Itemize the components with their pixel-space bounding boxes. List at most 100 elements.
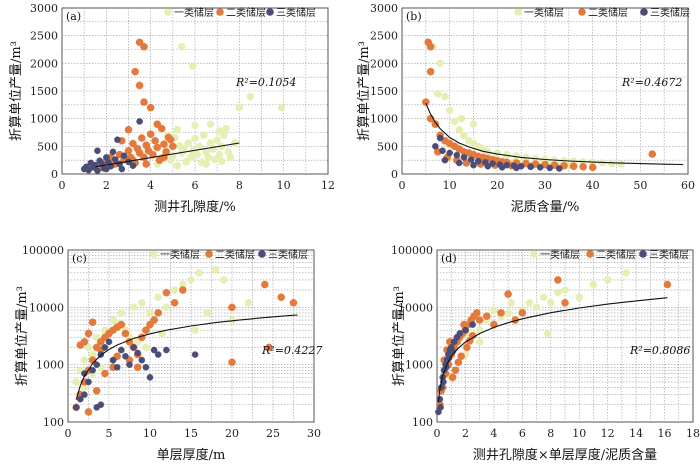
legend-entry: 二类储层 xyxy=(586,248,636,261)
data-point xyxy=(142,160,151,168)
data-point xyxy=(138,356,146,364)
data-point xyxy=(204,153,213,162)
data-point xyxy=(121,329,130,338)
fit-curve xyxy=(75,314,298,400)
data-point xyxy=(213,136,221,145)
data-point xyxy=(151,136,159,145)
data-point xyxy=(130,344,137,351)
data-point xyxy=(622,269,630,277)
x-tick-label: 0 xyxy=(59,179,66,192)
data-point xyxy=(140,42,148,51)
data-point xyxy=(446,149,453,157)
data-point xyxy=(140,98,148,106)
data-point xyxy=(173,125,182,134)
data-point xyxy=(490,306,498,314)
data-point xyxy=(289,298,298,307)
data-point xyxy=(215,127,224,135)
series-3 xyxy=(72,338,199,411)
x-tick-label: 10 xyxy=(572,427,586,440)
legend-marker xyxy=(164,8,172,16)
data-point xyxy=(113,363,121,371)
data-point xyxy=(103,165,110,173)
data-point xyxy=(77,395,84,403)
data-point xyxy=(469,321,476,328)
y-tick-label: 100 xyxy=(412,416,433,429)
data-point xyxy=(436,59,444,68)
r-squared-label: R²=0.4227 xyxy=(261,344,322,357)
data-point xyxy=(135,81,144,90)
plot-area xyxy=(436,249,694,423)
gridlines xyxy=(437,250,693,422)
data-point xyxy=(588,163,597,172)
fit-curve xyxy=(437,297,668,403)
data-point xyxy=(504,290,512,298)
x-axis-title: 单层厚度/m xyxy=(157,447,226,463)
data-point xyxy=(118,165,126,173)
y-tick-label: 3000 xyxy=(370,2,398,15)
data-point xyxy=(546,298,555,307)
legend-entry: 一类储层 xyxy=(514,6,564,19)
panel-label: (a) xyxy=(66,10,81,23)
gridlines xyxy=(62,8,328,174)
data-point xyxy=(129,162,137,169)
legend-label: 三类储层 xyxy=(650,6,690,19)
data-point xyxy=(504,309,512,317)
x-tick-label: 8 xyxy=(547,427,554,440)
data-point xyxy=(191,134,199,143)
data-point xyxy=(426,67,435,76)
data-point xyxy=(101,369,109,378)
series-2 xyxy=(422,38,657,172)
legend-entry: 二类储层 xyxy=(216,6,266,19)
data-point xyxy=(109,356,117,364)
data-point xyxy=(202,160,210,168)
panel-b: 0 10 20 30 40 50 60 0 500 1000 1500 2000 2500 3000 泥质含… xyxy=(357,2,695,215)
data-point xyxy=(81,391,88,398)
x-tick-label: 10 xyxy=(443,179,457,192)
data-point xyxy=(154,309,162,317)
data-point xyxy=(536,164,544,171)
legend-label: 三类储层 xyxy=(268,248,308,261)
data-point xyxy=(493,149,502,157)
y-tick-label: 1000 xyxy=(30,113,58,126)
x-tick-label: 20 xyxy=(490,179,504,192)
legend-marker xyxy=(266,8,274,16)
panel-c: 0 5 10 15 20 25 30 100 1000 10000 100000 单层厚度/m 折算单位… xyxy=(15,244,322,463)
x-tick-label: 2 xyxy=(462,427,469,440)
axis-ticks: 0 5 10 15 20 25 30 100 1000 10000 100000 xyxy=(22,244,321,440)
data-point xyxy=(556,165,563,172)
data-point xyxy=(117,309,126,317)
data-point xyxy=(217,157,226,166)
x-tick-label: 30 xyxy=(307,427,321,440)
series-2 xyxy=(98,38,177,172)
data-point xyxy=(193,150,202,159)
data-point xyxy=(134,349,141,357)
data-point xyxy=(448,373,457,382)
legend-marker xyxy=(205,250,213,258)
data-point xyxy=(226,153,235,162)
data-point xyxy=(146,374,154,381)
legend-label: 二类储层 xyxy=(588,6,628,19)
data-point xyxy=(482,312,491,321)
y-axis-title: 折算单位产量/m³ xyxy=(392,286,407,386)
data-point xyxy=(455,159,463,167)
x-tick-label: 14 xyxy=(629,427,643,440)
data-point xyxy=(191,351,199,358)
legend-entry: 一类储层 xyxy=(150,248,200,261)
data-point xyxy=(507,298,515,307)
data-point xyxy=(441,92,449,101)
legend-entry: 二类储层 xyxy=(578,6,628,19)
legend-marker xyxy=(578,8,586,16)
data-point xyxy=(191,121,199,130)
data-point xyxy=(109,148,117,156)
data-point xyxy=(142,363,150,371)
data-point xyxy=(554,288,562,297)
data-point xyxy=(497,309,505,317)
data-point xyxy=(195,269,203,277)
data-point xyxy=(277,293,286,302)
data-point xyxy=(200,131,208,140)
data-point xyxy=(186,153,195,162)
data-point xyxy=(513,164,520,172)
x-tick-label: 18 xyxy=(686,427,700,440)
legend-entry: 二类储层 xyxy=(205,248,255,261)
